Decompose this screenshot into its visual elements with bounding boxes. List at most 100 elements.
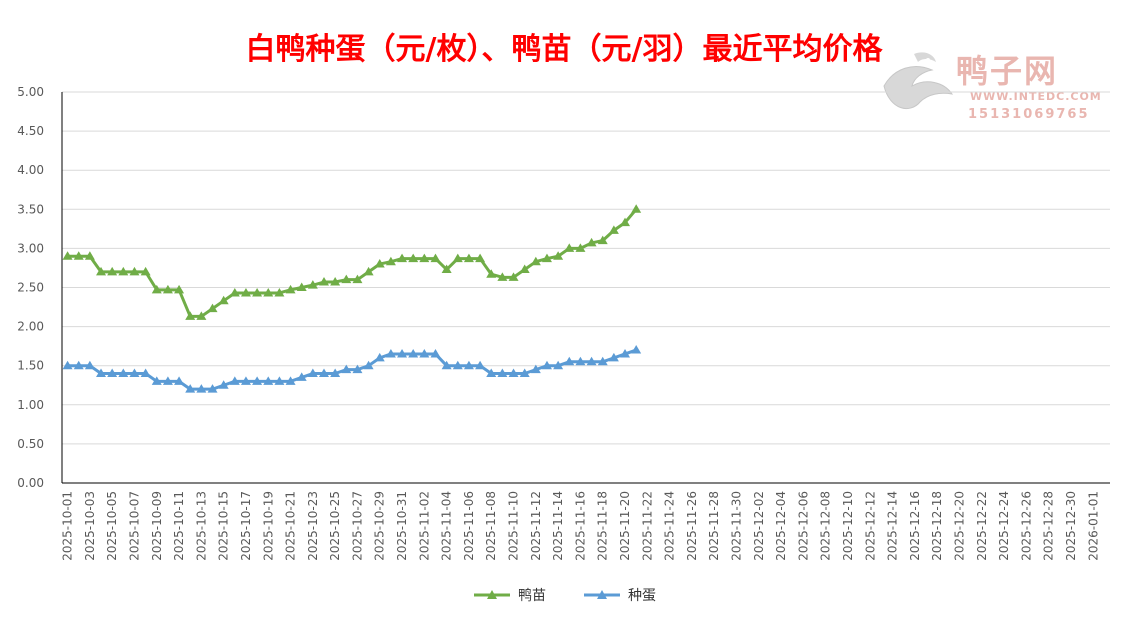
data-point-0-34 [441, 264, 452, 274]
series-line-0 [67, 208, 638, 318]
data-point-1-0 [62, 360, 73, 370]
y-tick-label: 5.00 [17, 85, 44, 99]
series-line-1 [67, 348, 637, 391]
data-point-1-27 [363, 360, 374, 370]
data-point-1-30 [397, 348, 408, 358]
data-point-1-47 [586, 356, 597, 366]
x-tick-label: 2025-12-08 [819, 491, 833, 561]
data-point-0-35 [452, 253, 463, 263]
data-point-1-7 [140, 368, 151, 378]
y-tick-label: 1.00 [17, 398, 44, 412]
data-point-0-4 [107, 266, 118, 276]
x-tick-label: 2025-12-26 [1019, 491, 1033, 561]
legend-label-ducklings: 鸭苗 [518, 588, 546, 604]
data-point-1-12 [196, 384, 207, 393]
data-point-1-43 [541, 360, 552, 370]
data-point-1-42 [530, 364, 541, 374]
x-tick-label: 2025-10-27 [350, 491, 364, 561]
data-point-1-17 [252, 376, 263, 385]
y-tick-label: 1.50 [17, 359, 44, 373]
x-tick-label: 2025-11-18 [596, 491, 610, 561]
data-point-1-31 [408, 348, 419, 358]
data-point-0-37 [475, 253, 486, 263]
data-point-0-12 [196, 311, 207, 320]
x-tick-label: 2025-10-05 [105, 491, 119, 561]
data-point-0-6 [129, 266, 140, 276]
watermark-url: WWW.INTEDC.COM [970, 90, 1102, 103]
data-point-0-39 [497, 272, 508, 281]
data-point-0-40 [508, 272, 519, 281]
data-point-1-21 [296, 372, 307, 381]
x-tick-label: 2025-10-09 [150, 491, 164, 561]
data-point-0-46 [575, 243, 586, 252]
data-point-1-3 [96, 368, 107, 378]
data-point-1-20 [285, 376, 296, 385]
data-point-1-36 [463, 360, 474, 370]
data-point-1-48 [597, 356, 608, 366]
data-point-0-48 [597, 235, 608, 245]
data-point-0-24 [330, 277, 341, 286]
data-point-1-51 [631, 345, 642, 354]
data-point-0-11 [185, 311, 196, 320]
watermark: 鸭子网 WWW.INTEDC.COM 15131069765 [874, 46, 1118, 126]
x-tick-label: 2025-10-15 [217, 491, 231, 561]
data-point-1-35 [452, 360, 463, 370]
x-tick-label: 2025-11-02 [417, 491, 431, 561]
data-point-1-11 [185, 384, 196, 393]
data-point-0-38 [486, 269, 497, 278]
data-point-1-14 [218, 380, 229, 389]
data-point-1-16 [240, 376, 251, 385]
data-point-0-36 [463, 253, 474, 263]
data-point-0-13 [207, 303, 218, 313]
data-point-0-3 [96, 266, 107, 276]
data-point-0-43 [541, 253, 552, 263]
data-point-0-30 [397, 253, 408, 263]
data-point-1-25 [341, 364, 352, 374]
data-point-0-23 [319, 277, 329, 286]
x-tick-label: 2025-11-04 [440, 491, 454, 561]
data-point-0-19 [274, 287, 285, 297]
x-tick-label: 2025-10-01 [61, 491, 75, 561]
data-point-1-22 [307, 368, 318, 378]
x-tick-label: 2025-11-06 [462, 491, 476, 561]
data-point-0-8 [151, 284, 162, 294]
x-tick-label: 2025-12-20 [952, 491, 966, 561]
y-tick-label: 2.50 [17, 281, 44, 295]
y-tick-label: 3.00 [17, 241, 44, 255]
x-tick-label: 2025-12-16 [908, 491, 922, 561]
y-tick-label: 4.00 [17, 163, 44, 177]
x-tick-label: 2025-12-22 [975, 491, 989, 561]
data-point-0-21 [296, 282, 307, 291]
data-point-1-23 [319, 368, 329, 378]
data-point-0-2 [84, 251, 95, 260]
data-point-1-46 [575, 356, 586, 366]
data-point-0-50 [620, 217, 631, 227]
x-tick-label: 2025-10-25 [328, 491, 342, 561]
y-tick-label: 3.50 [17, 202, 44, 216]
data-point-1-15 [229, 376, 240, 385]
x-tick-label: 2025-11-24 [663, 491, 677, 561]
data-point-0-26 [352, 274, 363, 284]
data-point-0-33 [430, 253, 441, 263]
x-tick-label: 2025-11-22 [640, 491, 654, 561]
data-point-1-41 [519, 368, 530, 378]
data-point-0-29 [385, 256, 396, 266]
x-tick-label: 2025-12-04 [774, 491, 788, 561]
data-point-1-13 [207, 384, 218, 393]
legend-marker-ducklings-icon [474, 590, 510, 599]
data-point-0-15 [229, 287, 240, 297]
y-tick-label: 0.50 [17, 437, 44, 451]
data-point-0-22 [307, 280, 318, 289]
x-tick-label: 2025-11-12 [529, 491, 543, 561]
x-tick-label: 2025-10-21 [284, 491, 298, 561]
data-point-0-41 [519, 264, 530, 274]
watermark-phone: 15131069765 [968, 107, 1090, 122]
data-point-1-4 [107, 368, 118, 378]
data-point-0-18 [263, 287, 274, 297]
data-point-0-32 [419, 253, 430, 263]
data-point-1-32 [419, 348, 430, 358]
legend-marker-hatching-eggs-icon [584, 590, 620, 599]
x-tick-label: 2025-12-30 [1064, 491, 1078, 561]
data-point-0-1 [73, 251, 84, 260]
y-tick-label: 0.00 [17, 476, 44, 490]
